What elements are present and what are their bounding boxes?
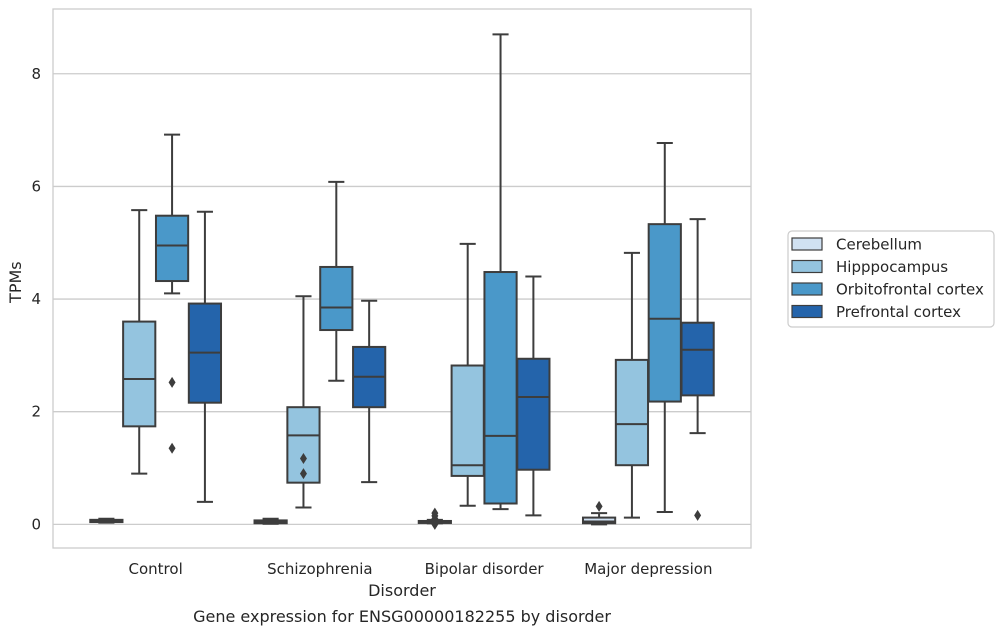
box-iqr bbox=[483, 271, 518, 505]
box-1-2 bbox=[319, 180, 354, 382]
x-tick-labels: Control Schizophrenia Bipolar disorder Majo… bbox=[129, 560, 713, 578]
y-tick-label: 6 bbox=[31, 177, 41, 195]
box-0-0 bbox=[89, 517, 124, 524]
legend-swatch bbox=[791, 282, 823, 296]
figure-caption: Gene expression for ENSG00000182255 by d… bbox=[193, 607, 611, 626]
x-axis-label: Disorder bbox=[368, 581, 436, 600]
legend-label: Cerebellum bbox=[836, 236, 922, 254]
box-3-2 bbox=[647, 142, 682, 513]
legend-frame bbox=[787, 230, 995, 328]
y-tick-label: 0 bbox=[31, 515, 41, 533]
outlier-point bbox=[694, 509, 702, 521]
y-tick-label: 8 bbox=[31, 65, 41, 83]
x-tick-label: Schizophrenia bbox=[267, 560, 372, 578]
y-tick-label: 4 bbox=[31, 290, 41, 308]
legend-swatch bbox=[791, 304, 823, 319]
box-iqr bbox=[516, 357, 551, 471]
outlier-point bbox=[168, 376, 176, 388]
box-2-1 bbox=[450, 242, 485, 507]
x-tick-label: Control bbox=[129, 560, 183, 578]
box-iqr bbox=[450, 364, 485, 477]
y-tick-labels: 0 2 4 6 8 bbox=[31, 65, 41, 534]
legend: Cerebellum Hipppocampus Orbitofrontal cort… bbox=[787, 230, 995, 328]
box-2-3 bbox=[516, 275, 551, 517]
outlier-point bbox=[168, 442, 176, 454]
box-2-2 bbox=[483, 33, 518, 511]
outlier-point bbox=[595, 500, 603, 512]
box-iqr bbox=[581, 516, 617, 525]
box-1-1 bbox=[286, 295, 321, 509]
legend-label: Prefrontal cortex bbox=[836, 303, 961, 321]
plot-frame bbox=[52, 8, 752, 549]
box-0-3 bbox=[187, 210, 223, 503]
box-iqr bbox=[122, 320, 157, 428]
outlier-point bbox=[431, 507, 439, 519]
legend-label: Orbitofrontal cortex bbox=[836, 281, 984, 299]
box-iqr bbox=[647, 223, 682, 403]
x-tick-label: Bipolar disorder bbox=[425, 560, 545, 578]
box-series bbox=[89, 33, 715, 530]
outlier-point bbox=[299, 468, 307, 480]
y-axis-label: TPMs bbox=[6, 261, 25, 304]
y-tick-label: 2 bbox=[31, 403, 41, 421]
box-iqr bbox=[319, 265, 354, 332]
box-0-1 bbox=[122, 209, 157, 475]
box-2-0 bbox=[417, 507, 452, 530]
box-3-3 bbox=[680, 218, 715, 521]
legend-swatch bbox=[791, 259, 823, 274]
legend-label: Hipppocampus bbox=[836, 258, 948, 276]
box-0-2 bbox=[154, 133, 190, 454]
outlier-point bbox=[299, 452, 307, 464]
x-tick-label: Major depression bbox=[584, 560, 712, 578]
box-3-1 bbox=[614, 251, 650, 519]
box-3-0 bbox=[581, 500, 617, 526]
box-iqr bbox=[680, 321, 715, 397]
legend-swatch bbox=[791, 237, 823, 251]
box-1-3 bbox=[352, 299, 387, 484]
box-1-0 bbox=[253, 517, 288, 525]
box-iqr bbox=[614, 358, 650, 467]
box-iqr bbox=[154, 214, 190, 283]
